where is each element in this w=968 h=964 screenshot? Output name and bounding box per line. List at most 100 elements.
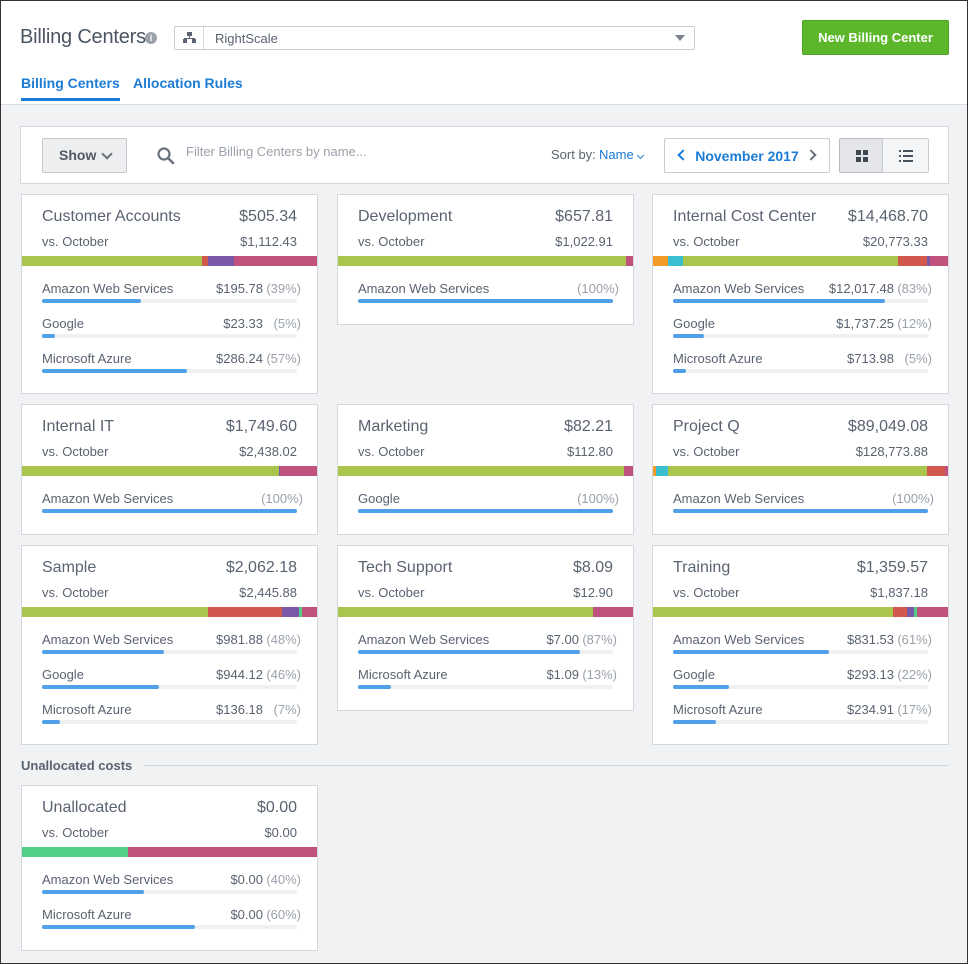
period-label[interactable]: November 2017 xyxy=(695,148,799,164)
cost-breakdown-bar xyxy=(22,847,317,857)
grid-icon-cell xyxy=(863,150,868,155)
bar-segment xyxy=(682,256,898,266)
billing-center-card[interactable]: Sample $2,062.18 vs. October $2,445.88 Amazo… xyxy=(21,545,318,745)
provider-percent: (48%) xyxy=(266,632,301,647)
bar-segment xyxy=(625,256,633,266)
provider-amount: $293.13 xyxy=(847,667,894,682)
sort-dropdown[interactable]: Name xyxy=(599,147,634,162)
tab-billing-centers[interactable]: Billing Centers xyxy=(21,75,120,101)
list-view-button[interactable] xyxy=(882,138,929,173)
provider-name: Google xyxy=(42,316,84,331)
info-icon[interactable]: i xyxy=(145,32,157,44)
comparison-label: vs. October xyxy=(358,444,425,459)
bar-segment xyxy=(927,256,931,266)
provider-row: Google (100%) xyxy=(358,491,619,525)
bar-segment xyxy=(927,466,946,476)
provider-row: Microsoft Azure $1.09 (13%) xyxy=(358,667,617,701)
provider-percent: (57%) xyxy=(266,351,301,366)
chevron-down-icon xyxy=(636,151,645,160)
billing-center-card[interactable]: Customer Accounts $505.34 vs. October $1,11… xyxy=(21,194,318,394)
provider-progress-track xyxy=(42,299,297,303)
provider-row: Amazon Web Services $0.00 (40%) xyxy=(42,872,301,906)
search-input[interactable] xyxy=(186,144,436,159)
provider-row: Google $1,737.25 (12%) xyxy=(673,316,932,350)
provider-progress-fill xyxy=(673,650,829,654)
unallocated-card[interactable]: Unallocated $0.00 vs. October $0.00 Amazon W… xyxy=(21,785,318,951)
grid-icon-cell xyxy=(863,157,868,162)
provider-percent: (39%) xyxy=(266,281,301,296)
grid-view-button[interactable] xyxy=(839,138,883,173)
list-icon-line xyxy=(903,160,913,162)
period-navigator: November 2017 xyxy=(664,138,830,173)
bar-segment xyxy=(945,466,948,476)
bar-segment xyxy=(22,607,208,617)
provider-percent: (40%) xyxy=(266,872,301,887)
provider-progress-fill xyxy=(673,334,704,338)
list-icon xyxy=(899,150,901,152)
provider-progress-track xyxy=(42,509,297,513)
bar-segment xyxy=(653,256,668,266)
billing-center-card[interactable]: Marketing $82.21 vs. October $112.80 Google (… xyxy=(337,404,634,535)
provider-name: Microsoft Azure xyxy=(42,702,132,717)
org-select[interactable]: RightScale xyxy=(174,26,695,50)
cost-breakdown-bar xyxy=(338,607,633,617)
bar-segment xyxy=(201,256,208,266)
provider-name: Amazon Web Services xyxy=(42,632,174,647)
bar-segment xyxy=(128,847,317,857)
bar-segment xyxy=(22,256,202,266)
comparison-value: $12.90 xyxy=(573,585,613,600)
bar-segment xyxy=(338,466,625,476)
comparison-value: $1,837.18 xyxy=(870,585,928,600)
bar-segment xyxy=(338,607,594,617)
provider-amount: $136.18 xyxy=(216,702,263,717)
provider-row: Microsoft Azure $136.18 (7%) xyxy=(42,702,301,736)
provider-name: Amazon Web Services xyxy=(42,281,174,296)
new-billing-center-button[interactable]: New Billing Center xyxy=(802,20,949,55)
provider-progress-track xyxy=(673,334,928,338)
provider-progress-fill xyxy=(673,720,717,724)
bar-segment xyxy=(667,466,928,476)
list-icon-line xyxy=(903,155,913,157)
bar-segment xyxy=(22,466,279,476)
bar-segment xyxy=(280,466,317,476)
billing-center-card[interactable]: Internal Cost Center $14,468.70 vs. Octobe… xyxy=(652,194,949,394)
provider-progress-track xyxy=(42,650,297,654)
comparison-value: $128,773.88 xyxy=(855,444,928,459)
bar-segment xyxy=(653,607,894,617)
cost-breakdown-bar xyxy=(22,607,317,617)
provider-progress-track xyxy=(673,720,928,724)
billing-center-card[interactable]: Project Q $89,049.08 vs. October $128,773.8… xyxy=(652,404,949,535)
comparison-label: vs. October xyxy=(673,585,740,600)
bar-segment xyxy=(893,607,907,617)
provider-progress-track xyxy=(358,650,613,654)
provider-amount: $713.98 xyxy=(847,351,894,366)
show-dropdown-button[interactable]: Show xyxy=(42,138,127,173)
comparison-label: vs. October xyxy=(42,234,109,249)
provider-name: Amazon Web Services xyxy=(42,491,174,506)
provider-row: Google $944.12 (46%) xyxy=(42,667,301,701)
billing-center-card[interactable]: Training $1,359.57 vs. October $1,837.18 Ama… xyxy=(652,545,949,745)
list-icon-line xyxy=(899,155,901,157)
card-title: Unallocated xyxy=(42,799,127,816)
provider-percent: (87%) xyxy=(582,632,617,647)
provider-percent: (17%) xyxy=(897,702,932,717)
provider-amount: $12,017.48 xyxy=(828,281,894,296)
bar-segment xyxy=(299,607,303,617)
section-divider xyxy=(143,765,949,766)
card-total: $1,359.57 xyxy=(856,559,928,576)
provider-row: Google $23.33 (5%) xyxy=(42,316,301,350)
bar-segment xyxy=(278,466,281,476)
provider-row: Microsoft Azure $234.91 (17%) xyxy=(673,702,932,736)
billing-center-card[interactable]: Tech Support $8.09 vs. October $12.90 Amazon… xyxy=(337,545,634,711)
provider-progress-fill xyxy=(42,925,195,929)
comparison-label: vs. October xyxy=(673,234,740,249)
provider-progress-fill xyxy=(673,685,730,689)
billing-center-card[interactable]: Development $657.81 vs. October $1,022.91 Am… xyxy=(337,194,634,325)
chevron-down-icon xyxy=(675,35,685,41)
billing-center-card[interactable]: Internal IT $1,749.60 vs. October $2,438.02… xyxy=(21,404,318,535)
cost-breakdown-bar xyxy=(22,256,317,266)
bar-segment xyxy=(653,466,656,476)
tab-allocation-rules[interactable]: Allocation Rules xyxy=(133,75,243,91)
provider-row: Microsoft Azure $713.98 (5%) xyxy=(673,351,932,385)
provider-progress-fill xyxy=(42,720,60,724)
